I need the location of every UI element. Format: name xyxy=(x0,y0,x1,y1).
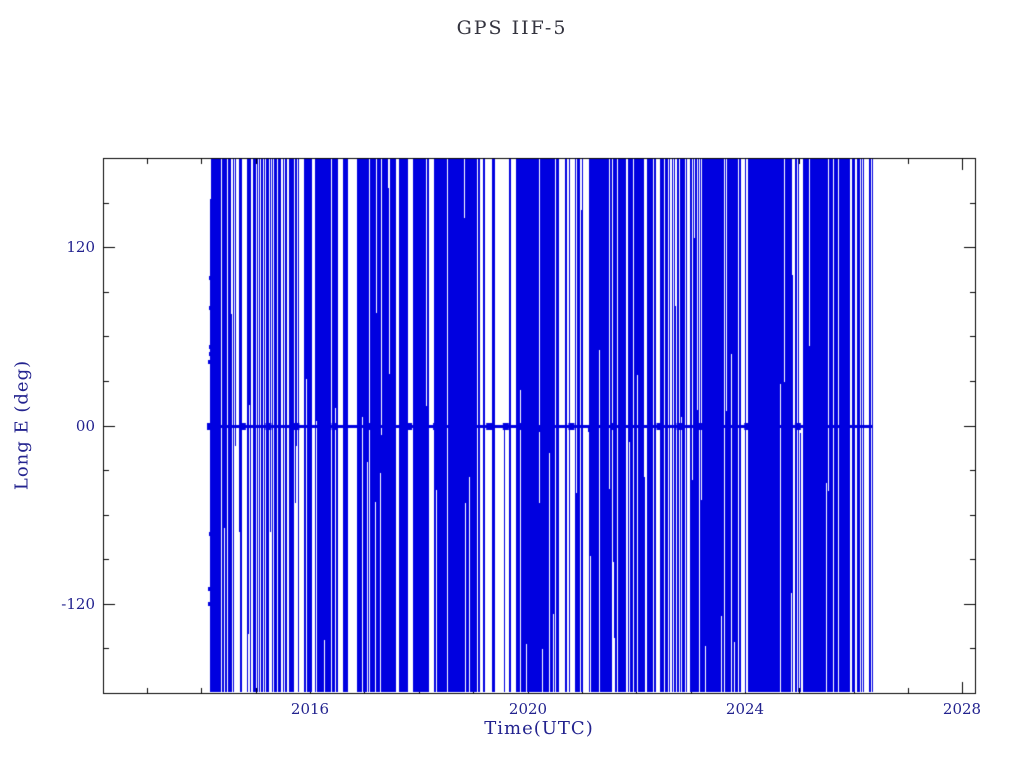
x-tick-label: 2028 xyxy=(942,700,982,718)
y-tick-label: -120 xyxy=(61,595,95,613)
x-tick-label: 2020 xyxy=(508,700,548,718)
x-tick-label: 2024 xyxy=(725,700,765,718)
x-tick-label: 2016 xyxy=(290,700,330,718)
chart-title: GPS IIF-5 xyxy=(456,17,568,39)
y-tick-label: 00 xyxy=(75,417,95,435)
x-axis-label: Time(UTC) xyxy=(484,718,594,739)
y-tick-label: 120 xyxy=(66,238,95,256)
